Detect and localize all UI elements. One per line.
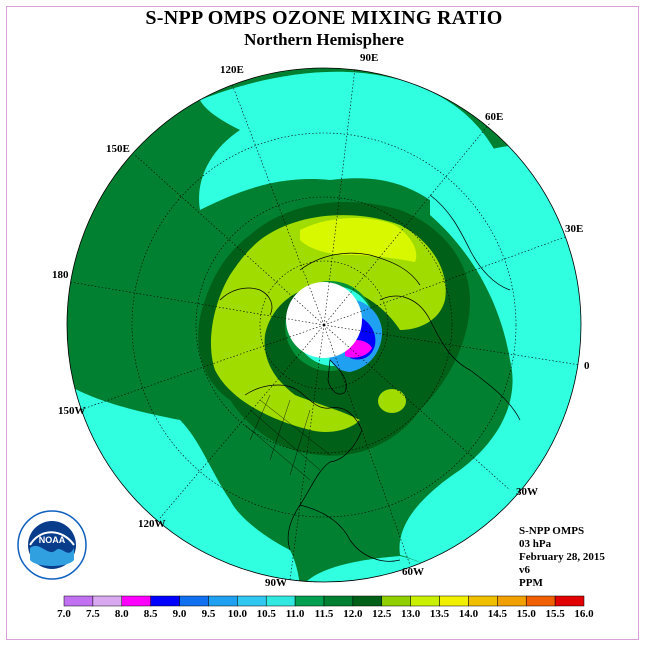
state-border bbox=[244, 424, 311, 481]
map-frame bbox=[6, 6, 639, 640]
coastline-asia bbox=[429, 194, 511, 291]
ozone-zone-lime-spot bbox=[378, 389, 406, 413]
meridian-120e bbox=[231, 83, 325, 326]
color-bar-tick-label: 13.5 bbox=[429, 608, 450, 620]
meridian-60w bbox=[323, 324, 411, 566]
lon-label-60w: 60W bbox=[402, 566, 424, 578]
state-border bbox=[289, 409, 311, 476]
state-border bbox=[259, 399, 331, 456]
meridian-120w bbox=[159, 324, 325, 519]
coastline-siberia bbox=[299, 252, 421, 286]
noaa-logo-bird bbox=[29, 531, 75, 546]
color-bar-tick-label: 11.0 bbox=[285, 608, 305, 620]
meridian-60e bbox=[323, 122, 491, 326]
lon-label-30w: 30W bbox=[516, 486, 538, 498]
lon-label-0: 0 bbox=[584, 360, 590, 372]
noaa-logo: NOAA bbox=[17, 510, 87, 580]
lon-label-90w: 90W bbox=[265, 577, 287, 589]
info-level: 03 hPa bbox=[519, 538, 552, 550]
coastline-greenland bbox=[327, 359, 347, 395]
lon-label-150e: 150E bbox=[106, 143, 130, 155]
color-bar-tick-label: 15.0 bbox=[516, 608, 536, 620]
meridian-90e bbox=[323, 67, 356, 326]
graticule bbox=[69, 67, 581, 581]
color-bar-tick-label: 8.0 bbox=[114, 608, 129, 620]
lon-label-150w: 150W bbox=[58, 405, 86, 417]
ozone-zone-cyan-north bbox=[199, 71, 501, 210]
map-title: S-NPP OMPS OZONE MIXING RATIO bbox=[145, 7, 503, 29]
color-bar-tick-label: 11.5 bbox=[314, 608, 334, 620]
color-bar-tick-label: 9.0 bbox=[172, 608, 187, 620]
color-bar-tick-label: 13.0 bbox=[401, 608, 421, 620]
latitude-circle bbox=[259, 260, 389, 390]
state-border bbox=[249, 409, 321, 471]
color-bar-tick-label: 7.0 bbox=[57, 608, 71, 620]
info-version: v6 bbox=[519, 564, 530, 576]
lon-label-180: 180 bbox=[52, 269, 69, 281]
meridian-90w bbox=[289, 324, 325, 581]
color-bar-tick-label: 15.5 bbox=[545, 608, 565, 620]
state-border bbox=[269, 399, 291, 461]
lon-label-120w: 120W bbox=[138, 518, 166, 530]
noaa-logo-text: NOAA bbox=[39, 535, 66, 545]
ozone-zone-12-5 bbox=[210, 215, 446, 432]
coastline-alaska bbox=[219, 287, 273, 316]
latitude-circle bbox=[195, 196, 453, 454]
color-bar-tick-label: 16.0 bbox=[574, 608, 594, 620]
info-instrument: S-NPP OMPS bbox=[519, 525, 585, 537]
color-bar-tick-label: 10.0 bbox=[227, 608, 247, 620]
meridian-150w bbox=[79, 324, 325, 411]
globe-outline bbox=[66, 67, 582, 583]
color-bar-tick-label: 12.0 bbox=[343, 608, 363, 620]
meridian-150e bbox=[134, 154, 325, 326]
noaa-logo-wave bbox=[30, 545, 74, 566]
ozone-zone-13-0 bbox=[300, 218, 417, 262]
lon-label-30e: 30E bbox=[565, 223, 584, 235]
lon-label-60e: 60E bbox=[485, 111, 504, 123]
color-bar-tick-label: 14.5 bbox=[487, 608, 507, 620]
color-bar-tick-label: 7.5 bbox=[86, 608, 100, 620]
coastlines bbox=[219, 194, 521, 562]
color-bar-tick-label: 10.5 bbox=[256, 608, 276, 620]
color-bar-tick-label: 9.5 bbox=[201, 608, 216, 620]
meridian-180 bbox=[69, 281, 325, 326]
color-bar-tick-label: 8.5 bbox=[143, 608, 158, 620]
color-bar-tick-label: 12.5 bbox=[372, 608, 392, 620]
state-borders bbox=[244, 394, 331, 481]
lon-label-120e: 120E bbox=[220, 64, 244, 76]
meridian-0 bbox=[323, 324, 581, 366]
meridian-30e bbox=[323, 236, 566, 326]
polar-blank-area bbox=[286, 282, 362, 358]
info-date: February 28, 2015 bbox=[519, 551, 605, 563]
color-bar-tick-label: 14.0 bbox=[458, 608, 479, 620]
map-subtitle: Northern Hemisphere bbox=[244, 30, 404, 49]
state-border bbox=[249, 394, 271, 441]
coastline-europe bbox=[379, 295, 521, 421]
info-units: PPM bbox=[519, 577, 543, 589]
coastline-central-america bbox=[299, 504, 401, 562]
meridian-30w bbox=[323, 324, 511, 491]
lon-label-90e: 90E bbox=[360, 52, 379, 64]
latitude-circle bbox=[131, 132, 517, 518]
product-info: S-NPP OMPS 03 hPa February 28, 2015 v6 P… bbox=[519, 525, 605, 590]
